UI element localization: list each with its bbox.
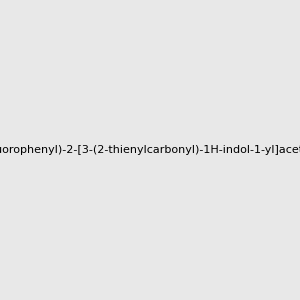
Text: N-(4-fluorophenyl)-2-[3-(2-thienylcarbonyl)-1H-indol-1-yl]acetamide: N-(4-fluorophenyl)-2-[3-(2-thienylcarbon… [0, 145, 300, 155]
